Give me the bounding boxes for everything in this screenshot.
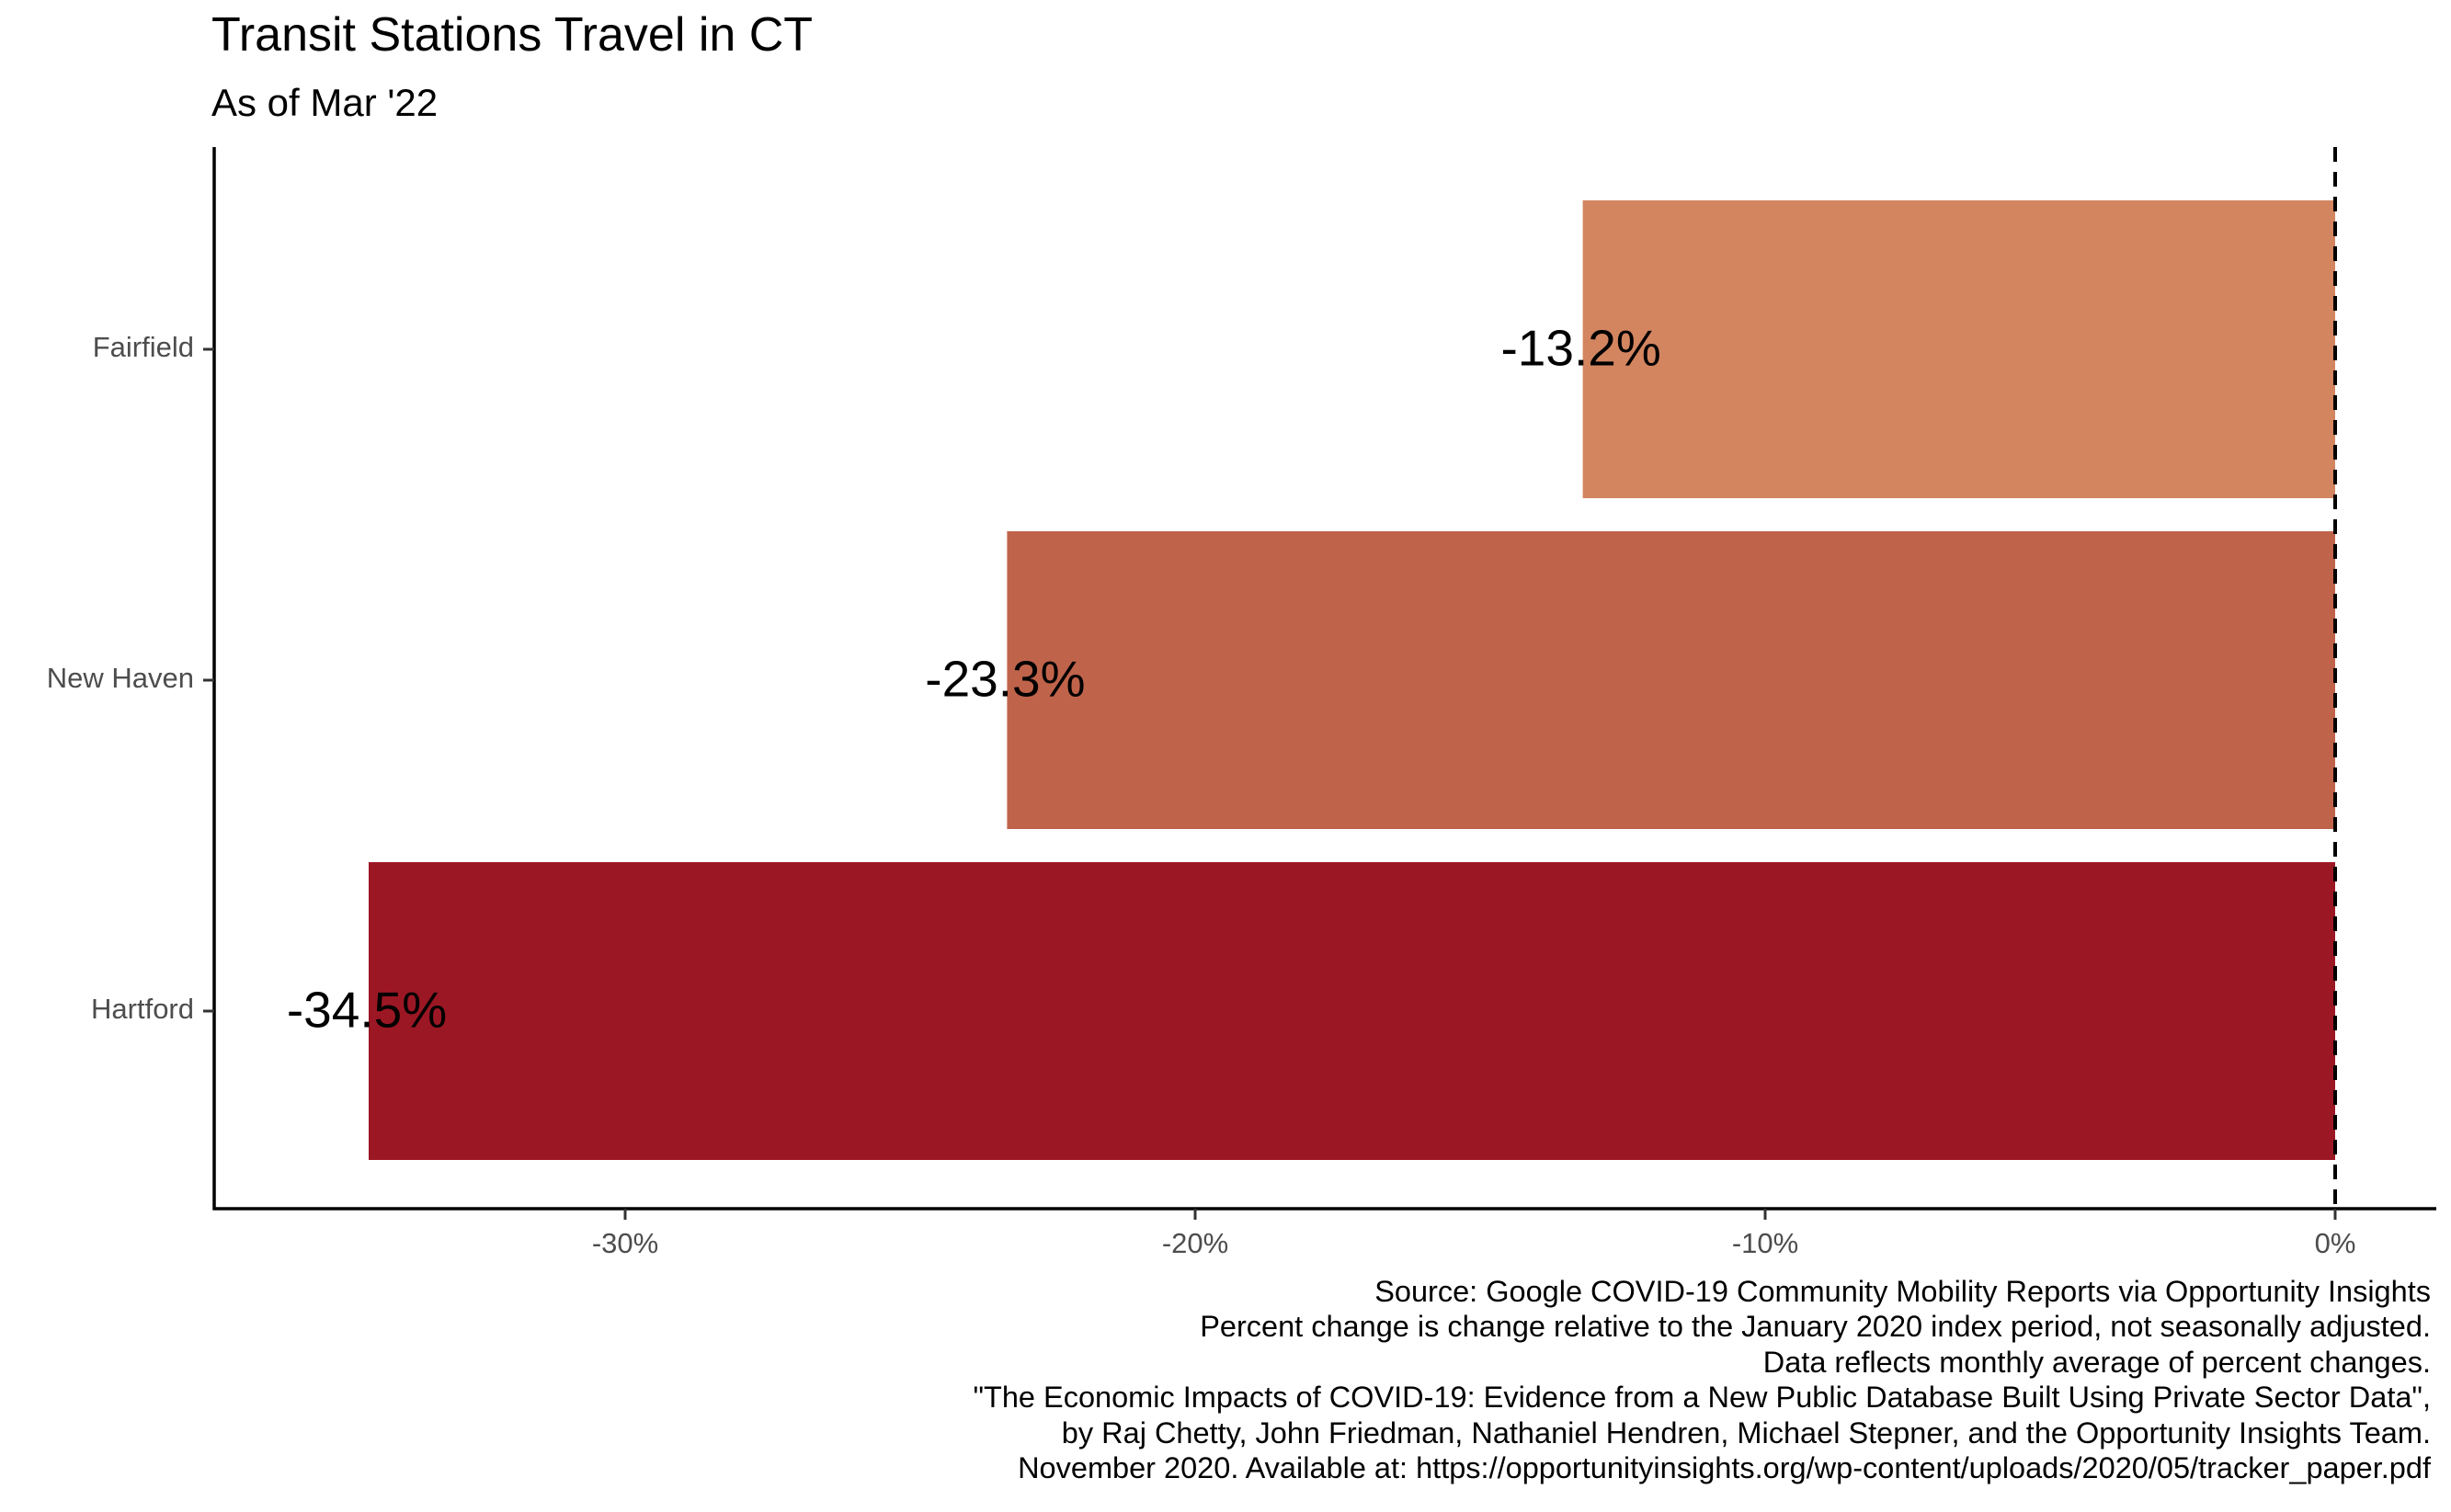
y-tick-label: Hartford (91, 993, 194, 1025)
caption-line: Percent change is change relative to the… (1200, 1310, 2431, 1344)
data-label: -23.3% (925, 651, 1085, 708)
caption-line: "The Economic Impacts of COVID-19: Evide… (973, 1381, 2431, 1415)
x-tick-label: -30% (592, 1227, 658, 1259)
x-tick-label: 0% (2315, 1227, 2356, 1259)
data-label: -34.5% (287, 982, 447, 1039)
x-axis-ticks: -30% -20% -10% 0% (592, 1209, 2356, 1259)
y-tick-label: New Haven (47, 662, 194, 694)
x-tick-label: -20% (1162, 1227, 1228, 1259)
x-tick-label: -10% (1732, 1227, 1798, 1259)
bar-hartford (369, 862, 2335, 1160)
data-labels-layer: -13.2% -23.3% -34.5% (287, 320, 1661, 1039)
bar-fairfield (1582, 200, 2335, 498)
chart-subtitle: As of Mar '22 (211, 81, 439, 124)
data-label: -13.2% (1500, 320, 1660, 377)
caption-line: Source: Google COVID-19 Community Mobili… (1374, 1275, 2431, 1308)
caption-line: by Raj Chetty, John Friedman, Nathaniel … (1061, 1415, 2431, 1449)
caption-line: November 2020. Available at: https://opp… (1018, 1451, 2431, 1485)
caption-line: Data reflects monthly average of percent… (1762, 1345, 2431, 1379)
y-tick-label: Fairfield (93, 331, 194, 363)
bars-layer (369, 200, 2335, 1160)
chart-title: Transit Stations Travel in CT (211, 8, 814, 62)
bar-new-haven (1007, 531, 2335, 829)
y-axis-ticks: Fairfield New Haven Hartford (47, 331, 214, 1025)
source-caption: Source: Google COVID-19 Community Mobili… (973, 1274, 2431, 1485)
